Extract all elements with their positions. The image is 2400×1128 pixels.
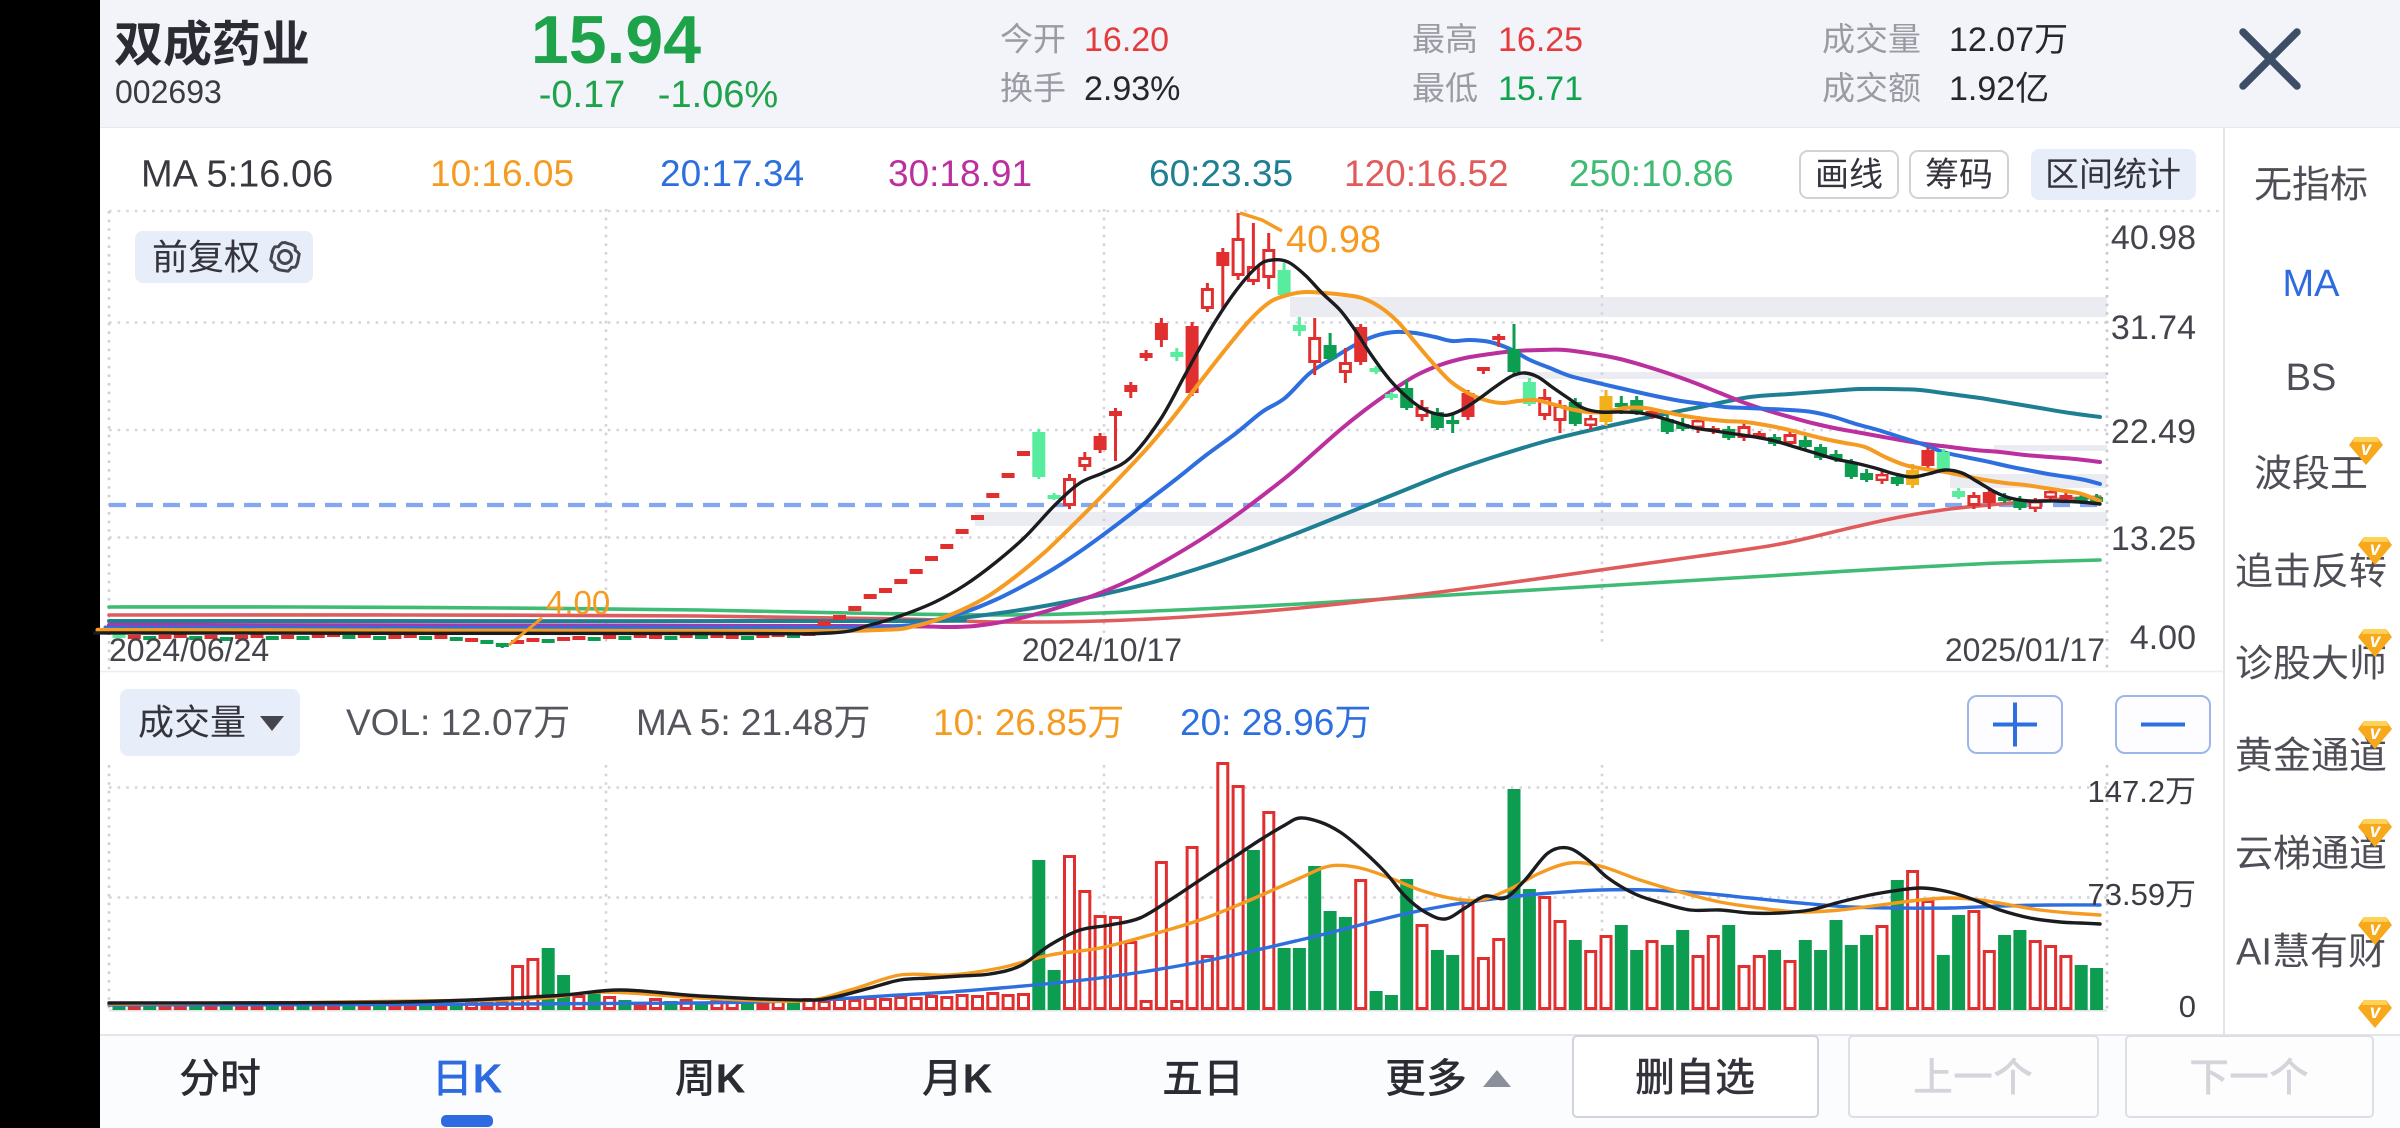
svg-text:v: v	[2370, 919, 2382, 940]
svg-text:4.00: 4.00	[2130, 619, 2196, 657]
svg-text:73.59: 73.59	[2088, 877, 2166, 912]
svg-text:2024/10/17: 2024/10/17	[1022, 632, 1182, 668]
svg-text:MA: MA	[2283, 263, 2341, 305]
svg-text:v: v	[2370, 821, 2382, 842]
svg-text:2025/01/17: 2025/01/17	[1945, 632, 2105, 668]
svg-text:16.20: 16.20	[1084, 21, 1169, 59]
svg-text:30:18.91: 30:18.91	[888, 153, 1032, 194]
svg-text:12.07: 12.07	[1949, 21, 2034, 59]
svg-text:10: 26.85: 10: 26.85	[933, 702, 1087, 743]
svg-text:VOL: 12.07: VOL: 12.07	[346, 702, 533, 743]
svg-text:15.71: 15.71	[1498, 70, 1583, 108]
svg-text:v: v	[2370, 1002, 2382, 1023]
svg-text:60:23.35: 60:23.35	[1149, 153, 1293, 194]
svg-text:10:16.05: 10:16.05	[430, 153, 574, 194]
svg-text:40.98: 40.98	[1286, 219, 1381, 261]
svg-text:K: K	[963, 1056, 993, 1102]
svg-text:002693: 002693	[115, 74, 222, 110]
svg-text:16.25: 16.25	[1498, 21, 1583, 59]
svg-text:v: v	[2370, 631, 2382, 652]
svg-text:AI: AI	[2236, 932, 2272, 974]
svg-text:147.2: 147.2	[2088, 774, 2166, 809]
svg-text:v: v	[2370, 723, 2382, 744]
svg-text:1.92: 1.92	[1949, 70, 2015, 108]
svg-text:22.49: 22.49	[2111, 413, 2196, 451]
svg-text:K: K	[473, 1056, 503, 1102]
svg-text:250:10.86: 250:10.86	[1569, 153, 1734, 194]
svg-text:v: v	[2361, 439, 2373, 460]
svg-text:0: 0	[2179, 989, 2196, 1024]
svg-text:v: v	[2370, 539, 2382, 560]
svg-text:4.00: 4.00	[546, 584, 610, 621]
svg-text:31.74: 31.74	[2111, 309, 2196, 347]
svg-text:15.94: 15.94	[531, 2, 701, 78]
svg-text:40.98: 40.98	[2111, 219, 2196, 257]
svg-text:BS: BS	[2286, 357, 2337, 399]
svg-text:MA 5: 21.48: MA 5: 21.48	[636, 702, 833, 743]
svg-text:MA 5:16.06: MA 5:16.06	[141, 154, 333, 196]
svg-text:-0.17: -0.17	[539, 74, 626, 116]
svg-text:20:17.34: 20:17.34	[660, 153, 804, 194]
svg-text:-1.06%: -1.06%	[658, 74, 778, 116]
svg-text:2024/06/24: 2024/06/24	[109, 632, 269, 668]
svg-text:20: 28.96: 20: 28.96	[1180, 702, 1334, 743]
svg-text:120:16.52: 120:16.52	[1344, 153, 1509, 194]
svg-text:13.25: 13.25	[2111, 520, 2196, 558]
svg-text:2.93%: 2.93%	[1084, 70, 1180, 108]
svg-text:K: K	[716, 1056, 746, 1102]
